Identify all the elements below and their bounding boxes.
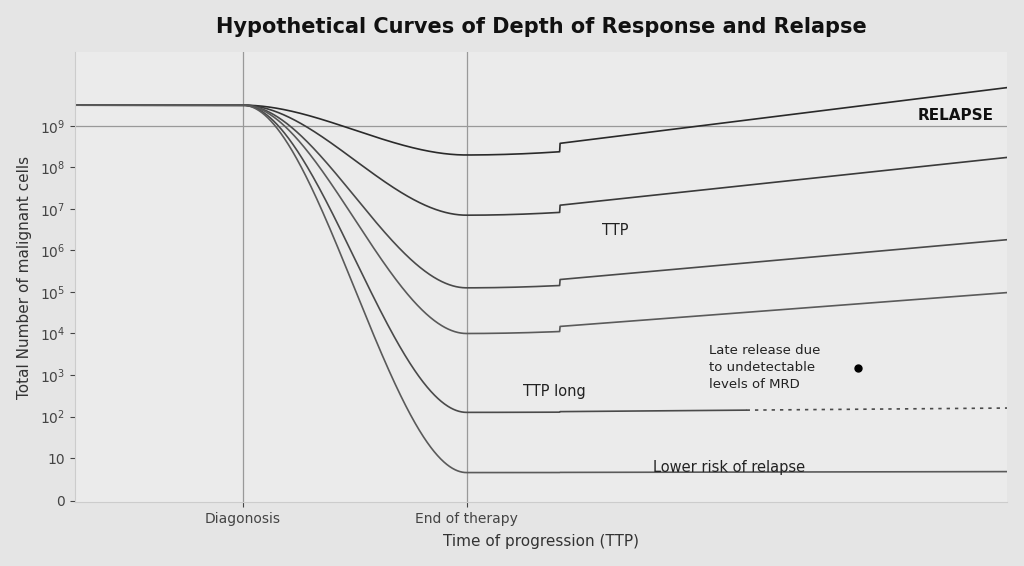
Text: TTP long: TTP long (522, 384, 586, 399)
Title: Hypothetical Curves of Depth of Response and Relapse: Hypothetical Curves of Depth of Response… (216, 16, 866, 37)
Text: Lower risk of relapse: Lower risk of relapse (653, 460, 805, 475)
Text: RELAPSE: RELAPSE (918, 109, 993, 123)
Y-axis label: Total Number of malignant cells: Total Number of malignant cells (16, 156, 32, 399)
Text: TTP: TTP (602, 223, 629, 238)
Text: Late release due
to undetectable
levels of MRD: Late release due to undetectable levels … (709, 344, 820, 391)
X-axis label: Time of progression (TTP): Time of progression (TTP) (443, 534, 639, 550)
